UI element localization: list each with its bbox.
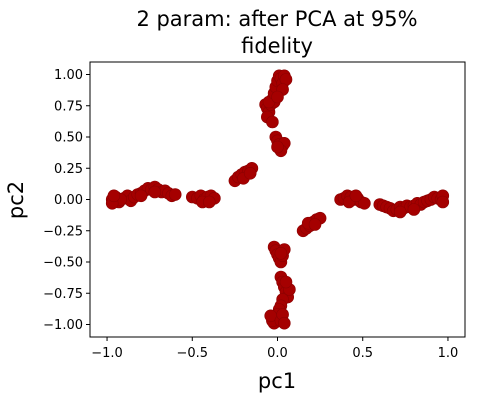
scatter-point	[349, 189, 363, 203]
scatter-point	[271, 90, 284, 104]
y-tick-label: −1.00	[43, 318, 83, 333]
chart-title-line-2: fidelity	[241, 34, 313, 58]
y-tick-label: −0.50	[43, 256, 83, 271]
y-tick-label: 1.00	[54, 68, 83, 83]
scatter-point	[107, 189, 121, 203]
x-tick-label: 1.0	[438, 346, 459, 361]
scatter-point	[271, 140, 284, 154]
scatter-point	[277, 316, 291, 330]
y-tick-label: −0.75	[43, 287, 83, 302]
x-axis-label: pc1	[258, 369, 296, 393]
scatter-point	[266, 115, 279, 129]
scatter-point	[168, 188, 182, 201]
scatter-point	[358, 197, 371, 210]
y-tick-label: 0.50	[54, 131, 83, 146]
x-tick-label: −0.5	[176, 346, 208, 361]
scatter-point	[148, 185, 162, 199]
chart-title-line-1: 2 param: after PCA at 95%	[136, 7, 417, 31]
scatter-point	[393, 205, 407, 219]
scatter-points	[105, 69, 450, 330]
x-axis-ticks: −1.0 −0.5 0.0 0.5 1.0	[91, 337, 458, 361]
scatter-point	[134, 189, 148, 203]
x-tick-label: 0.5	[352, 346, 373, 361]
y-axis-label: pc2	[4, 181, 28, 219]
y-axis-ticks: 1.00 0.75 0.50 0.25 0.00 −0.25 −0.50 −0.75 −1.00	[43, 68, 90, 333]
scatter-point	[243, 167, 257, 180]
y-tick-label: −0.25	[43, 224, 83, 239]
x-tick-label: −1.0	[91, 346, 123, 361]
scatter-point	[279, 275, 293, 289]
scatter-point	[308, 218, 322, 231]
scatter-point	[203, 195, 216, 209]
scatter-point	[407, 203, 421, 216]
y-tick-label: 0.25	[54, 162, 83, 177]
scatter-point	[436, 195, 450, 209]
scatter-point	[274, 247, 288, 260]
y-tick-label: 0.75	[54, 99, 83, 114]
x-tick-label: 0.0	[267, 346, 288, 361]
y-tick-label: 0.00	[54, 193, 83, 208]
